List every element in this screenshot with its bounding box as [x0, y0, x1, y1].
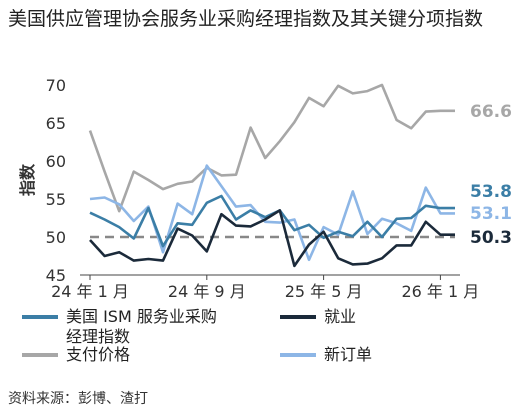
y-tick-label: 50 — [46, 228, 66, 247]
chart-source: 资料来源：彭博、渣打 — [8, 391, 148, 407]
series-end-label: 53.1 — [470, 204, 512, 224]
legend-label: 新订单 — [324, 345, 372, 364]
chart-title: 美国供应管理协会服务业采购经理指数及其关键分项指数 — [8, 8, 484, 30]
legend-label: 支付价格 — [66, 345, 130, 364]
y-tick-label: 55 — [46, 190, 66, 209]
legend-label: 就业 — [324, 307, 356, 326]
x-tick-label: 25 年 5 月 — [285, 282, 363, 301]
y-tick-label: 60 — [46, 152, 66, 171]
legend-label: 美国 ISM 服务业采购经理指数 — [66, 307, 217, 346]
series-end-label: 66.6 — [470, 102, 512, 122]
series-end-label: 53.8 — [470, 182, 512, 202]
series-line-1 — [89, 209, 455, 268]
x-tick-label: 24 年 1 月 — [51, 282, 129, 301]
series-end-label: 50.3 — [470, 228, 512, 248]
line-chart: 45 50 55 60 65 70 指数 24 年 1 月 24 年 9 月 25 年 5 月 26… — [18, 76, 512, 364]
x-tick-label: 24 年 9 月 — [168, 282, 246, 301]
y-tick-label: 65 — [46, 114, 66, 133]
x-tick-label: 26 年 1 月 — [401, 282, 479, 301]
y-tick-label: 70 — [46, 76, 66, 95]
series-line-2 — [88, 83, 455, 213]
y-axis-label: 指数 — [18, 163, 37, 196]
y-tick-label: 45 — [46, 266, 66, 285]
